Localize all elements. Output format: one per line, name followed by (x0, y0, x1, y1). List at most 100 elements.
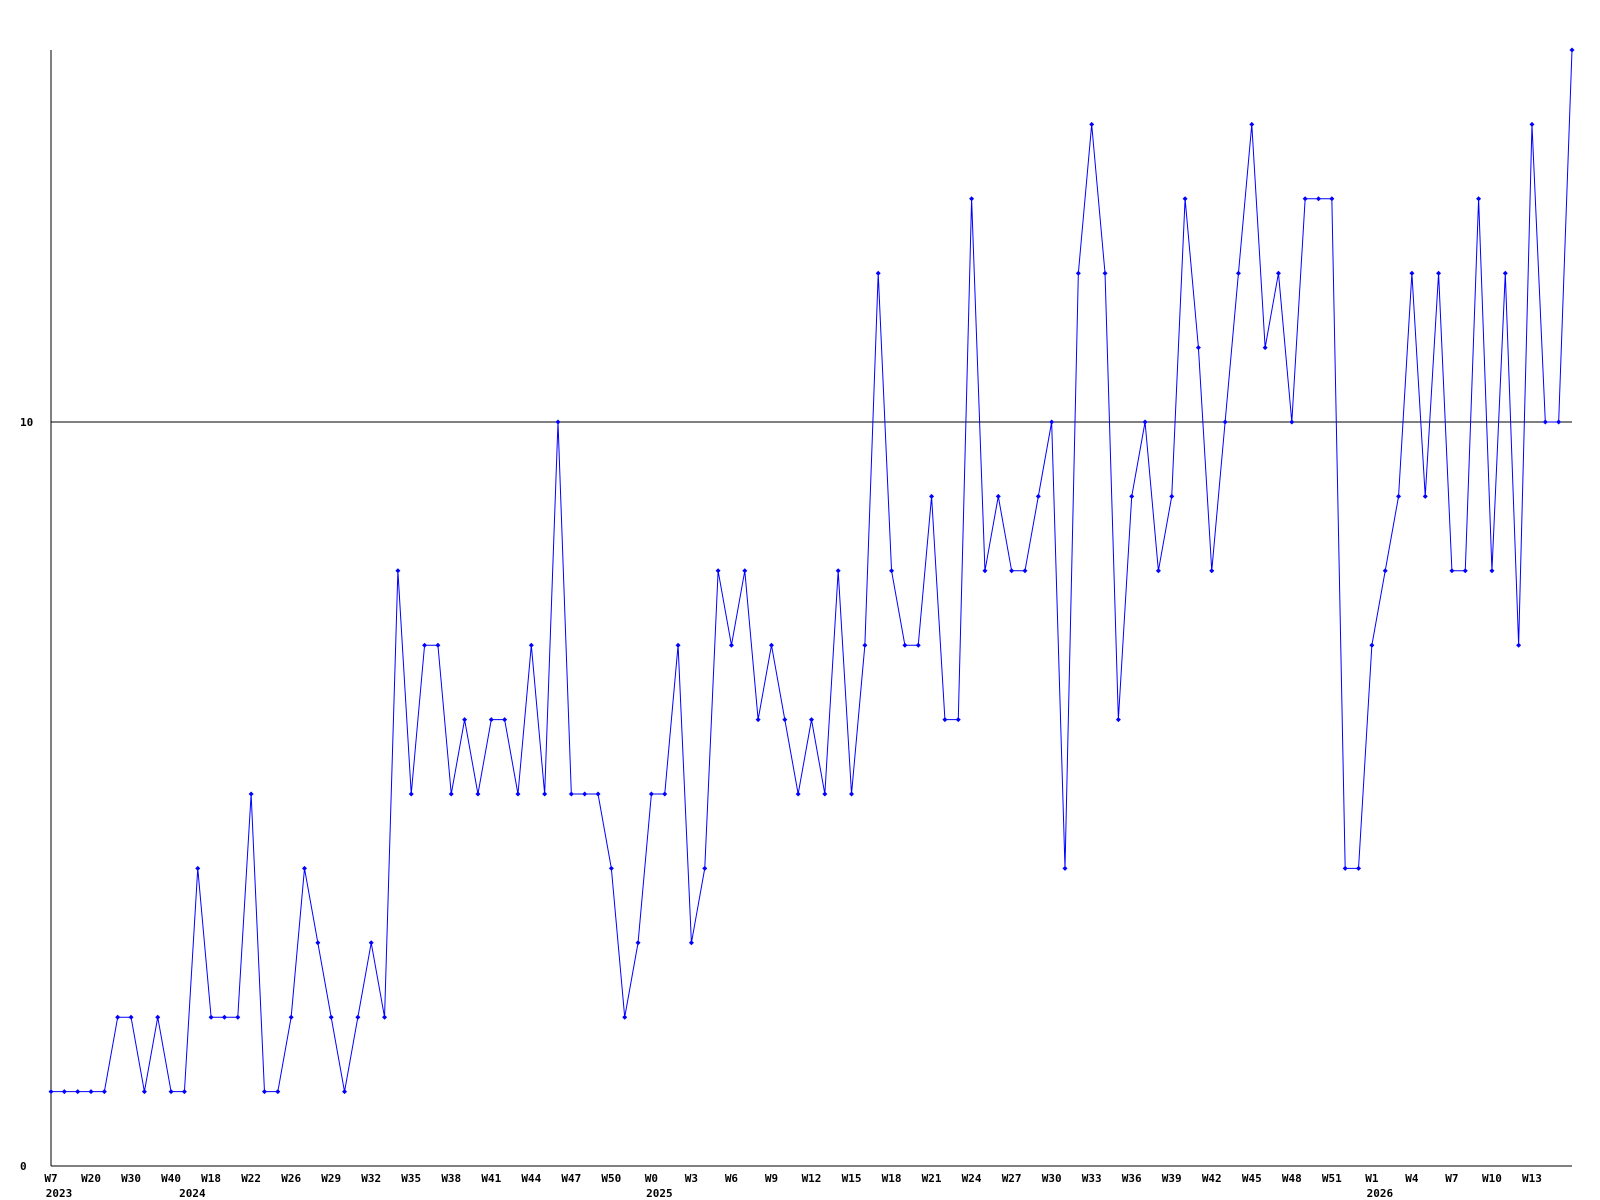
x-tick-label: W26 (281, 1172, 301, 1185)
point-marker (875, 270, 881, 276)
x-tick-label: W1 (1365, 1172, 1379, 1185)
x-tick-label: W30 (121, 1172, 141, 1185)
x-tick-label: W32 (361, 1172, 381, 1185)
point-marker (1556, 419, 1562, 425)
point-marker (1289, 419, 1295, 425)
x-tick-label: W48 (1282, 1172, 1302, 1185)
x-tick-label: W50 (601, 1172, 621, 1185)
point-marker (648, 791, 654, 797)
point-marker (849, 791, 855, 797)
point-marker (755, 717, 761, 723)
point-marker (568, 791, 574, 797)
point-marker (1516, 642, 1522, 648)
point-marker (1142, 419, 1148, 425)
point-marker (555, 419, 561, 425)
point-marker (221, 1014, 227, 1020)
x-tick-label: W24 (962, 1172, 982, 1185)
point-marker (915, 642, 921, 648)
x-tick-label: W18 (882, 1172, 902, 1185)
x-tick-label: W20 (81, 1172, 101, 1185)
x-tick-label: W29 (321, 1172, 341, 1185)
point-marker (355, 1014, 361, 1020)
point-marker (462, 717, 468, 723)
point-marker (422, 642, 428, 648)
x-tick-label: W35 (401, 1172, 421, 1185)
point-marker (608, 865, 614, 871)
point-marker (1195, 345, 1201, 351)
point-marker (782, 717, 788, 723)
x-tick-label: W3 (685, 1172, 698, 1185)
point-marker (275, 1089, 281, 1095)
point-marker (1422, 493, 1428, 499)
point-marker (1489, 568, 1495, 574)
point-marker (515, 791, 521, 797)
x-tick-label: W47 (561, 1172, 581, 1185)
point-marker (1542, 419, 1548, 425)
point-marker (101, 1089, 107, 1095)
x-tick-label: W44 (521, 1172, 541, 1185)
series-line (51, 49, 1573, 1093)
point-marker (488, 717, 494, 723)
point-marker (1462, 568, 1468, 574)
x-tick-label: W12 (802, 1172, 822, 1185)
point-marker (448, 791, 454, 797)
point-marker (1396, 493, 1402, 499)
point-marker (1476, 196, 1482, 202)
point-marker (1569, 47, 1575, 53)
point-marker (1022, 568, 1028, 574)
point-marker (141, 1089, 147, 1095)
x-tick-label: W39 (1162, 1172, 1182, 1185)
point-marker (1529, 121, 1535, 127)
x-tick-label: W6 (725, 1172, 739, 1185)
point-marker (688, 940, 694, 946)
point-marker (261, 1089, 267, 1095)
point-marker (1302, 196, 1308, 202)
point-marker (742, 568, 748, 574)
point-marker (1356, 865, 1362, 871)
x-tick-label: W7 (44, 1172, 57, 1185)
point-marker (328, 1014, 334, 1020)
point-marker (1382, 568, 1388, 574)
point-marker (1275, 270, 1281, 276)
point-marker (768, 642, 774, 648)
point-marker (1249, 121, 1255, 127)
point-marker (1009, 568, 1015, 574)
point-marker (622, 1014, 628, 1020)
point-marker (942, 717, 948, 723)
point-marker (395, 568, 401, 574)
point-marker (595, 791, 601, 797)
x-tick-label: W27 (1002, 1172, 1022, 1185)
point-marker (315, 940, 321, 946)
x-tick-label: W40 (161, 1172, 181, 1185)
point-marker (288, 1014, 294, 1020)
point-marker (115, 1014, 121, 1020)
point-marker (1409, 270, 1415, 276)
point-marker (1089, 121, 1095, 127)
point-marker (208, 1014, 214, 1020)
point-marker (969, 196, 975, 202)
point-marker (88, 1089, 94, 1095)
x-tick-label: W0 (645, 1172, 658, 1185)
point-marker (1129, 493, 1135, 499)
point-marker (1075, 270, 1081, 276)
point-marker (128, 1014, 134, 1020)
point-marker (542, 791, 548, 797)
point-marker (862, 642, 868, 648)
point-marker (48, 1089, 54, 1095)
point-marker (408, 791, 414, 797)
point-marker (1062, 865, 1068, 871)
point-marker (929, 493, 935, 499)
point-marker (382, 1014, 388, 1020)
x-tick-label: W42 (1202, 1172, 1222, 1185)
x-tick-label: W36 (1122, 1172, 1142, 1185)
point-marker (662, 791, 668, 797)
y-tick-label: 10 (20, 416, 33, 429)
point-marker (982, 568, 988, 574)
x-year-label: 2024 (179, 1187, 206, 1200)
point-marker (1449, 568, 1455, 574)
point-marker (155, 1014, 161, 1020)
point-marker (675, 642, 681, 648)
x-tick-label: W4 (1405, 1172, 1419, 1185)
x-tick-label: W13 (1522, 1172, 1542, 1185)
